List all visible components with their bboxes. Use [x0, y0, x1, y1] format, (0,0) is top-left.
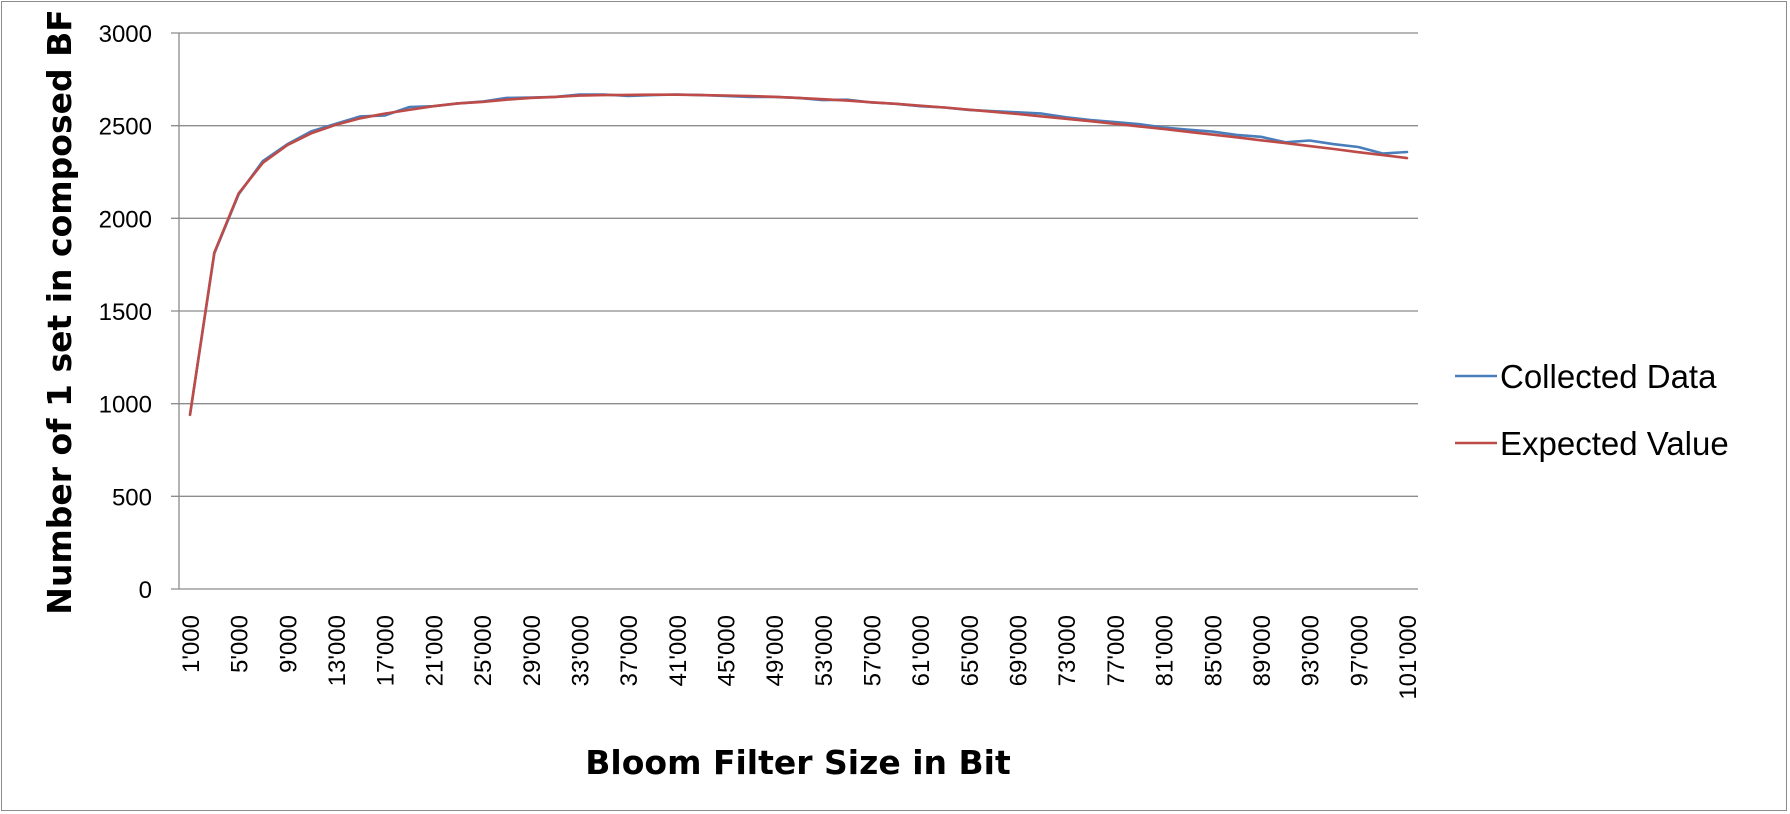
x-tick-label: 41'000: [665, 615, 692, 686]
x-tick-label: 21'000: [421, 615, 448, 686]
x-tick-label: 69'000: [1006, 615, 1033, 686]
x-tick-label: 57'000: [860, 615, 887, 686]
y-tick-label: 2000: [99, 206, 152, 233]
x-tick-label: 29'000: [519, 615, 546, 686]
x-tick-label: 81'000: [1152, 615, 1179, 686]
x-tick-label: 13'000: [324, 615, 351, 686]
x-tick-label: 49'000: [762, 615, 789, 686]
y-tick-label: 1500: [99, 299, 152, 326]
x-tick-label: 101'000: [1395, 615, 1422, 700]
y-tick-label: 2500: [99, 114, 152, 141]
y-tick-label: 500: [112, 484, 152, 511]
x-tick-label: 25'000: [470, 615, 497, 686]
legend-label: Expected Value: [1500, 425, 1729, 462]
x-tick-label: 97'000: [1346, 615, 1373, 686]
x-tick-label: 77'000: [1103, 615, 1130, 686]
x-tick-label: 61'000: [908, 615, 935, 686]
x-tick-labels: 1'000 5'000 9'000 13'000 17'000 21'000 25'000 2…: [178, 615, 1422, 700]
series-line-expected-value: [188, 93, 1409, 417]
x-tick-label: 1'000: [178, 615, 205, 673]
x-tick-label: 85'000: [1200, 615, 1227, 686]
x-axis-title: Bloom Filter Size in Bit: [585, 743, 1011, 782]
axes: [171, 33, 1418, 590]
x-tick-label: 45'000: [713, 615, 740, 686]
y-tick-label: 1000: [99, 392, 152, 419]
x-tick-label: 9'000: [275, 615, 302, 673]
x-tick-label: 33'000: [567, 615, 594, 686]
y-axis-title: Number of 1 set in composed BF: [40, 9, 79, 615]
gridlines: [171, 32, 1418, 497]
legend: Collected Data Expected Value: [1455, 358, 1729, 462]
x-tick-label: 73'000: [1054, 615, 1081, 686]
y-tick-label: 0: [139, 577, 152, 604]
series-line-collected-data: [188, 93, 1409, 417]
legend-label: Collected Data: [1500, 358, 1717, 395]
x-tick-label: 37'000: [616, 615, 643, 686]
x-tick-label: 65'000: [957, 615, 984, 686]
x-tick-label: 93'000: [1298, 615, 1325, 686]
x-tick-label: 89'000: [1249, 615, 1276, 686]
x-tick-label: 53'000: [811, 615, 838, 686]
y-tick-label: 3000: [99, 21, 152, 48]
x-tick-label: 5'000: [227, 615, 254, 673]
series-lines: [188, 93, 1409, 417]
x-tick-label: 17'000: [373, 615, 400, 686]
y-tick-labels: 0 500 1000 1500 2000 2500 3000: [99, 21, 152, 604]
